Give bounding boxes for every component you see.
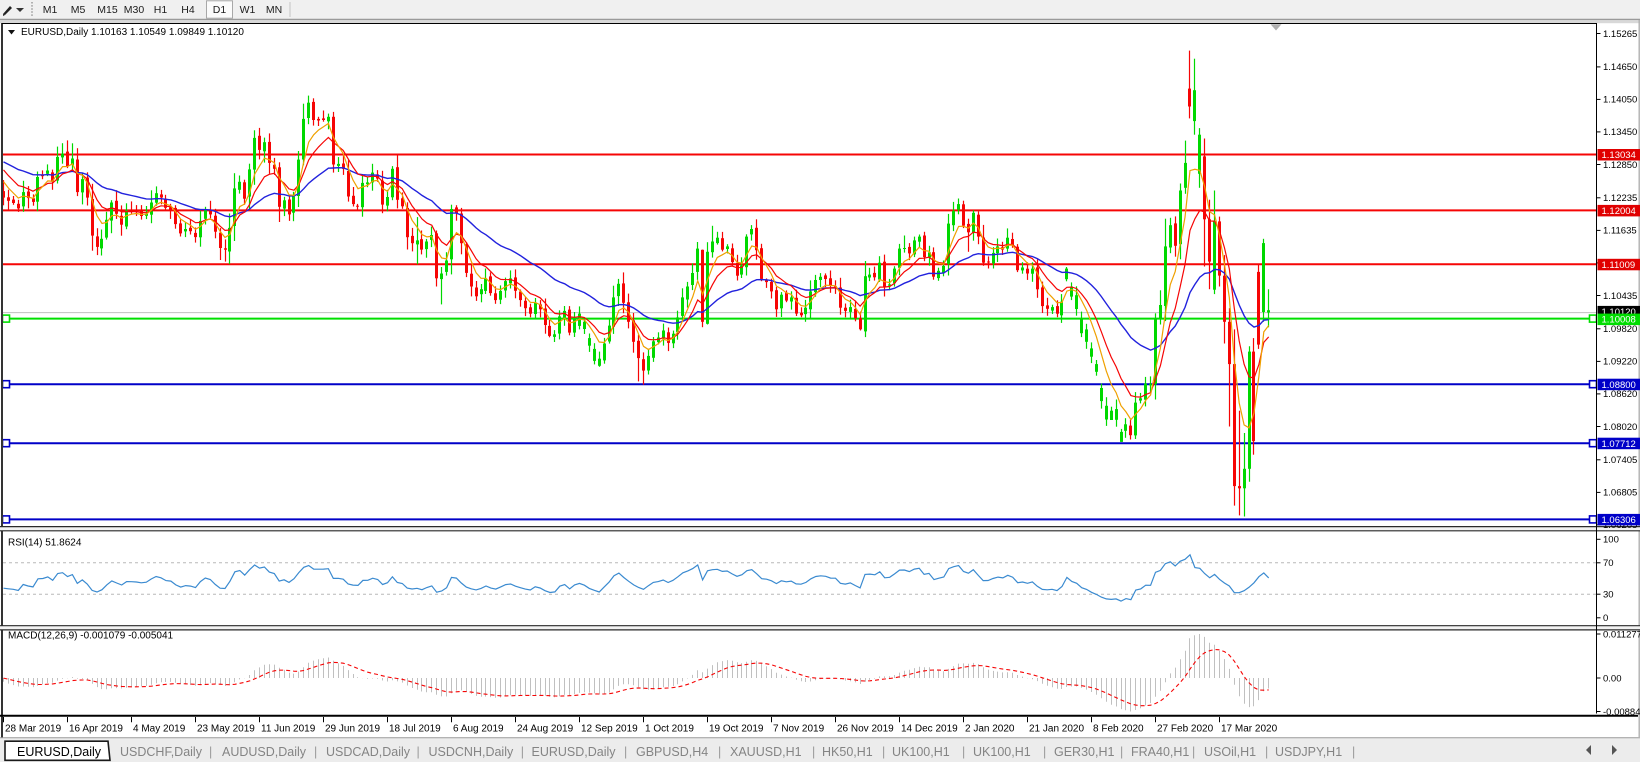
svg-text:|: | bbox=[962, 745, 965, 759]
svg-text:USDCAD,Daily: USDCAD,Daily bbox=[326, 745, 411, 759]
svg-text:M1: M1 bbox=[43, 4, 58, 16]
svg-text:24 Aug 2019: 24 Aug 2019 bbox=[517, 724, 574, 735]
svg-text:1.12235: 1.12235 bbox=[1603, 193, 1637, 204]
svg-text:USDCNH,Daily: USDCNH,Daily bbox=[429, 745, 514, 759]
svg-text:XAUUSD,H1: XAUUSD,H1 bbox=[730, 745, 802, 759]
svg-text:0: 0 bbox=[1603, 613, 1608, 624]
svg-text:19 Oct 2019: 19 Oct 2019 bbox=[709, 724, 764, 735]
svg-text:6 Aug 2019: 6 Aug 2019 bbox=[453, 724, 504, 735]
svg-text:M30: M30 bbox=[124, 4, 145, 16]
svg-text:1.15265: 1.15265 bbox=[1603, 29, 1637, 40]
svg-text:|: | bbox=[314, 745, 317, 759]
svg-text:11 Jun 2019: 11 Jun 2019 bbox=[261, 724, 316, 735]
svg-text:1.10435: 1.10435 bbox=[1603, 291, 1637, 302]
svg-text:GER30,H1: GER30,H1 bbox=[1054, 745, 1114, 759]
svg-text:USDCHF,Daily: USDCHF,Daily bbox=[120, 745, 203, 759]
svg-text:30: 30 bbox=[1603, 590, 1614, 601]
svg-text:16 Apr 2019: 16 Apr 2019 bbox=[69, 724, 123, 735]
svg-text:MACD(12,26,9) -0.001079 -0.005: MACD(12,26,9) -0.001079 -0.005041 bbox=[8, 631, 174, 642]
svg-text:17 Mar 2020: 17 Mar 2020 bbox=[1221, 724, 1278, 735]
svg-text:USOil,H1: USOil,H1 bbox=[1204, 745, 1256, 759]
svg-text:M5: M5 bbox=[71, 4, 86, 16]
svg-text:23 May 2019: 23 May 2019 bbox=[197, 724, 255, 735]
svg-text:|: | bbox=[718, 745, 721, 759]
svg-text:|: | bbox=[521, 745, 524, 759]
svg-text:4 May 2019: 4 May 2019 bbox=[133, 724, 186, 735]
svg-text:1.13034: 1.13034 bbox=[1602, 150, 1636, 161]
svg-text:AUDUSD,Daily: AUDUSD,Daily bbox=[222, 745, 307, 759]
svg-text:FRA40,H1: FRA40,H1 bbox=[1131, 745, 1189, 759]
svg-text:1.08020: 1.08020 bbox=[1603, 422, 1637, 433]
svg-text:GBPUSD,H4: GBPUSD,H4 bbox=[636, 745, 708, 759]
svg-text:|: | bbox=[417, 745, 420, 759]
svg-text:1.10008: 1.10008 bbox=[1602, 315, 1636, 326]
svg-text:1.11635: 1.11635 bbox=[1603, 226, 1637, 237]
svg-text:100: 100 bbox=[1603, 535, 1619, 546]
svg-text:0.00: 0.00 bbox=[1603, 673, 1622, 684]
svg-text:EURUSD,Daily 1.10163 1.10549: EURUSD,Daily 1.10163 1.10549 1.09849 1.1… bbox=[21, 27, 244, 38]
svg-text:H4: H4 bbox=[181, 4, 195, 16]
svg-text:|: | bbox=[1043, 745, 1046, 759]
svg-text:H1: H1 bbox=[154, 4, 168, 16]
svg-text:UK100,H1: UK100,H1 bbox=[892, 745, 950, 759]
svg-text:|: | bbox=[812, 745, 815, 759]
svg-text:1.14650: 1.14650 bbox=[1603, 62, 1637, 73]
svg-text:12 Sep 2019: 12 Sep 2019 bbox=[581, 724, 638, 735]
svg-text:26 Nov 2019: 26 Nov 2019 bbox=[837, 724, 894, 735]
svg-text:W1: W1 bbox=[240, 4, 256, 16]
svg-text:|: | bbox=[1120, 745, 1123, 759]
svg-text:0.011277: 0.011277 bbox=[1603, 629, 1640, 640]
svg-text:RSI(14) 51.8624: RSI(14) 51.8624 bbox=[8, 538, 82, 549]
svg-text:|: | bbox=[1265, 745, 1268, 759]
svg-text:14 Dec 2019: 14 Dec 2019 bbox=[901, 724, 958, 735]
svg-text:1.09220: 1.09220 bbox=[1603, 357, 1637, 368]
svg-text:UK100,H1: UK100,H1 bbox=[973, 745, 1031, 759]
svg-text:1.07712: 1.07712 bbox=[1602, 439, 1636, 450]
svg-text:1.12004: 1.12004 bbox=[1602, 206, 1636, 217]
svg-text:27 Feb 2020: 27 Feb 2020 bbox=[1157, 724, 1214, 735]
svg-text:1.13450: 1.13450 bbox=[1603, 127, 1637, 138]
svg-text:1.07405: 1.07405 bbox=[1603, 455, 1637, 466]
svg-text:1.08800: 1.08800 bbox=[1602, 380, 1636, 391]
svg-text:1.08620: 1.08620 bbox=[1603, 389, 1637, 400]
svg-text:2 Jan 2020: 2 Jan 2020 bbox=[965, 724, 1015, 735]
svg-text:1.09820: 1.09820 bbox=[1603, 324, 1637, 335]
svg-text:|: | bbox=[209, 745, 212, 759]
svg-text:1.11009: 1.11009 bbox=[1602, 260, 1636, 271]
svg-text:1.12850: 1.12850 bbox=[1603, 160, 1637, 171]
svg-text:7 Nov 2019: 7 Nov 2019 bbox=[773, 724, 825, 735]
svg-text:1 Oct 2019: 1 Oct 2019 bbox=[645, 724, 694, 735]
svg-text:29 Jun 2019: 29 Jun 2019 bbox=[325, 724, 380, 735]
svg-text:|: | bbox=[1192, 745, 1195, 759]
svg-text:EURUSD,Daily: EURUSD,Daily bbox=[532, 745, 617, 759]
svg-text:21 Jan 2020: 21 Jan 2020 bbox=[1029, 724, 1084, 735]
svg-text:MN: MN bbox=[266, 4, 282, 16]
svg-text:-0.008845: -0.008845 bbox=[1603, 707, 1640, 718]
svg-text:M15: M15 bbox=[97, 4, 118, 16]
svg-text:1.14050: 1.14050 bbox=[1603, 95, 1637, 106]
svg-text:HK50,H1: HK50,H1 bbox=[822, 745, 873, 759]
svg-text:|: | bbox=[882, 745, 885, 759]
svg-text:1.06805: 1.06805 bbox=[1603, 488, 1637, 499]
svg-text:USDJPY,H1: USDJPY,H1 bbox=[1275, 745, 1342, 759]
svg-text:|: | bbox=[1352, 745, 1355, 759]
svg-text:8 Feb 2020: 8 Feb 2020 bbox=[1093, 724, 1144, 735]
svg-text:28 Mar 2019: 28 Mar 2019 bbox=[5, 724, 62, 735]
svg-text:EURUSD,Daily: EURUSD,Daily bbox=[17, 745, 102, 759]
svg-text:D1: D1 bbox=[213, 4, 227, 16]
svg-text:70: 70 bbox=[1603, 558, 1614, 569]
svg-text:|: | bbox=[624, 745, 627, 759]
svg-text:18 Jul 2019: 18 Jul 2019 bbox=[389, 724, 441, 735]
svg-text:1.06306: 1.06306 bbox=[1602, 515, 1636, 526]
